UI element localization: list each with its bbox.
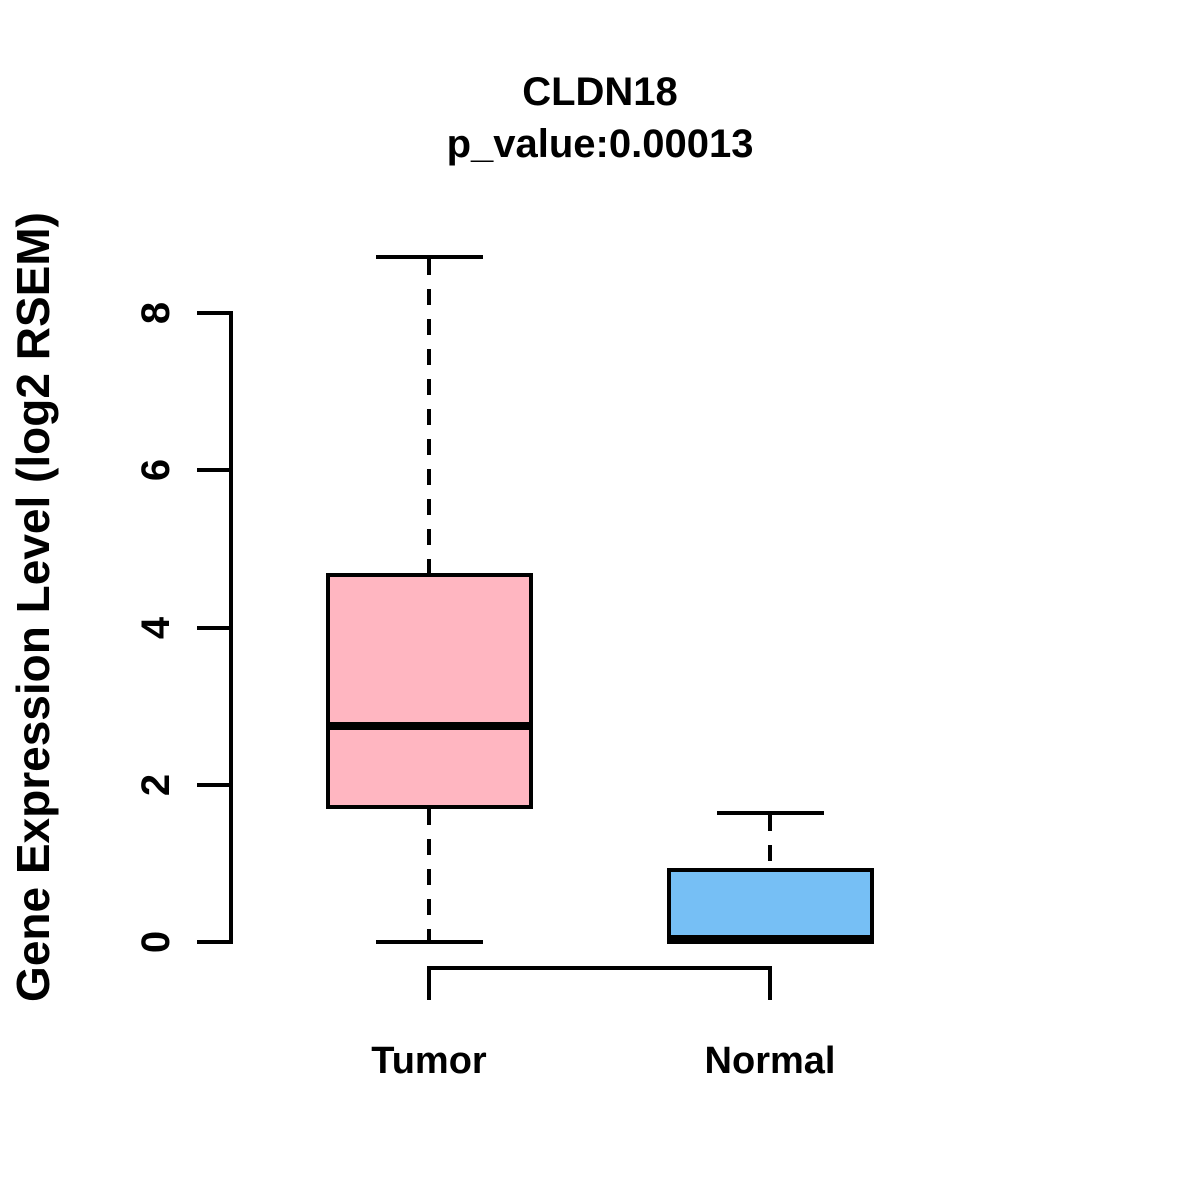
y-tick-label-2: 2 <box>134 773 178 796</box>
median-normal <box>666 934 874 943</box>
x-bracket-line <box>427 966 772 970</box>
x-label-normal: Normal <box>704 1040 836 1082</box>
y-tick-6 <box>197 468 232 473</box>
lower-whisker-cap-tumor <box>375 940 483 944</box>
y-tick-label-4: 4 <box>134 616 178 639</box>
box-tumor <box>325 572 533 809</box>
upper-whisker-cap-tumor <box>375 255 483 260</box>
box-normal <box>666 867 874 944</box>
chart-title: CLDN18 <box>522 70 678 114</box>
y-tick-0 <box>197 940 232 944</box>
y-tick-4 <box>197 625 232 630</box>
median-tumor <box>325 721 533 730</box>
upper-whisker-tumor <box>427 259 431 573</box>
x-label-tumor: Tumor <box>371 1040 487 1082</box>
lower-whisker-tumor <box>427 808 431 940</box>
upper-whisker-normal <box>768 815 772 868</box>
x-bracket-tick-normal <box>768 968 772 1000</box>
y-tick-label-0: 0 <box>134 930 178 954</box>
y-tick-label-6: 6 <box>134 459 178 482</box>
upper-whisker-cap-normal <box>716 811 824 816</box>
y-axis-label: Gene Expression Level (log2 RSEM) <box>7 212 59 1002</box>
y-tick-8 <box>197 311 232 315</box>
y-tick-label-8: 8 <box>134 301 178 325</box>
y-tick-2 <box>197 782 232 787</box>
x-bracket-tick-tumor <box>427 968 431 1000</box>
chart-subtitle-pvalue: p_value:0.00013 <box>446 122 754 166</box>
